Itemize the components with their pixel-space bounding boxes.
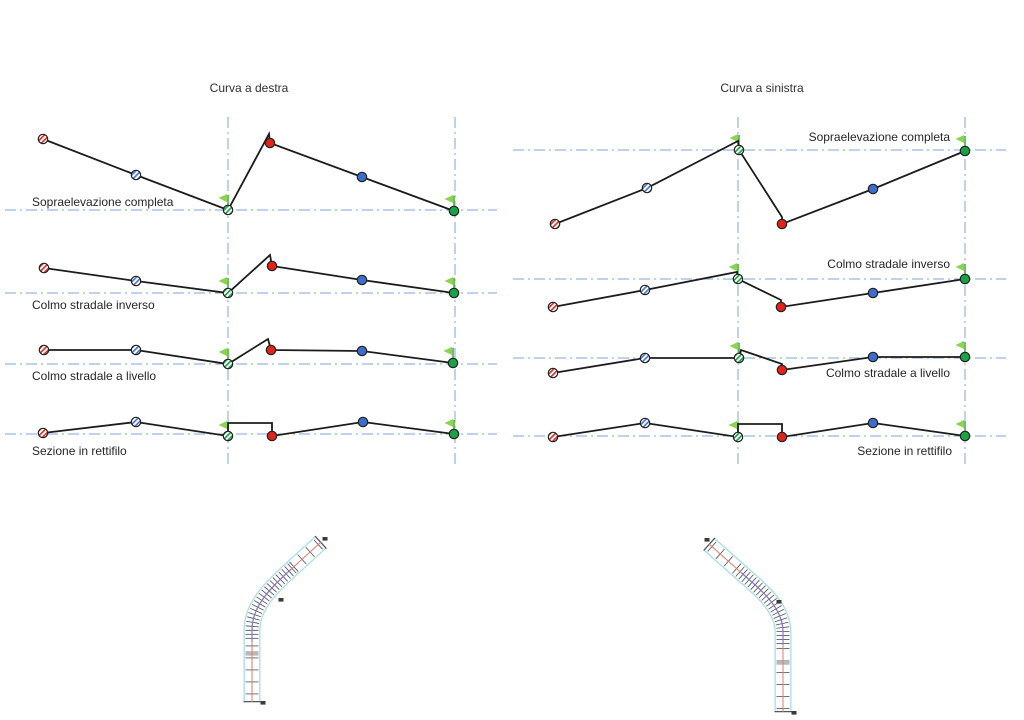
label-sopraelevazione-completa-right: Sopraelevazione completa: [808, 130, 950, 144]
point-marker-green: [448, 205, 460, 217]
point-marker-red: [266, 260, 278, 272]
road-curve-centerline: [251, 569, 291, 643]
point-marker-red-hatched: [37, 427, 49, 439]
road-pavement: [704, 538, 791, 712]
station-label-mark: [776, 600, 782, 604]
point-marker-red: [776, 364, 788, 376]
point-marker-green: [448, 428, 460, 440]
point-marker-red-hatched: [38, 344, 50, 356]
point-marker-red-hatched: [38, 262, 50, 274]
point-marker-red-hatched: [547, 431, 559, 443]
cross-slope-profile-line: [42, 421, 455, 438]
point-marker-green-hatched: [732, 273, 744, 285]
point-marker-red-hatched: [547, 301, 559, 313]
point-marker-blue-hatched: [641, 182, 653, 194]
station-label-mark: [704, 538, 710, 542]
point-marker-red-hatched: [37, 133, 49, 145]
point-marker-green: [959, 351, 971, 363]
road-plan-right: [703, 537, 797, 715]
point-marker-green-hatched: [222, 358, 234, 370]
point-marker-blue-hatched: [130, 169, 142, 181]
cross-slope-profile-line: [554, 139, 966, 226]
station-label-mark: [791, 711, 797, 715]
point-marker-blue: [356, 274, 368, 286]
title-curva-a-destra: Curva a destra: [209, 81, 289, 95]
point-marker-blue-hatched: [130, 416, 142, 428]
point-marker-green: [959, 145, 971, 157]
point-marker-blue: [356, 171, 368, 183]
point-marker-blue: [867, 351, 879, 363]
diagram-curva-a-destra: [5, 117, 497, 468]
station-label-mark: [260, 701, 266, 705]
point-marker-blue: [356, 345, 368, 357]
point-marker-red-hatched: [547, 367, 559, 379]
point-marker-green-hatched: [222, 287, 234, 299]
road-plan-left: [243, 535, 328, 705]
point-marker-red: [776, 218, 788, 230]
label-colmo-stradale-inverso-right: Colmo stradale inverso: [827, 257, 950, 271]
label-sezione-in-rettifilo-left: Sezione in rettifilo: [32, 444, 127, 458]
point-marker-green: [959, 273, 971, 285]
point-marker-green-hatched: [732, 431, 744, 443]
point-marker-blue-hatched: [130, 344, 142, 356]
title-curva-a-sinistra: Curva a sinistra: [720, 81, 804, 95]
point-marker-green: [448, 287, 460, 299]
diagram-curva-a-sinistra: [513, 117, 1006, 468]
point-marker-blue-hatched: [639, 284, 651, 296]
label-sopraelevazione-completa-left: Sopraelevazione completa: [32, 195, 174, 209]
point-marker-red: [265, 344, 277, 356]
road-pavement: [244, 536, 326, 702]
point-marker-blue: [867, 183, 879, 195]
point-marker-red-hatched: [549, 218, 561, 230]
cross-slope-profile-line: [552, 270, 966, 309]
point-marker-green-hatched: [222, 204, 234, 216]
point-marker-blue: [867, 287, 879, 299]
point-marker-blue: [357, 416, 369, 428]
label-sezione-in-rettifilo-right: Sezione in rettifilo: [857, 444, 952, 458]
point-marker-green-hatched: [222, 430, 234, 442]
point-marker-green: [959, 430, 971, 442]
point-marker-red: [266, 430, 278, 442]
label-colmo-stradale-inverso-left: Colmo stradale inverso: [32, 298, 155, 312]
label-colmo-stradale-a-livello-right: Colmo stradale a livello: [825, 366, 950, 380]
point-marker-green-hatched: [733, 144, 745, 156]
point-marker-blue-hatched: [639, 352, 651, 364]
cross-slope-profile-line: [44, 337, 454, 365]
station-label-mark: [278, 598, 284, 602]
point-marker-blue-hatched: [639, 417, 651, 429]
station-label-mark: [322, 537, 328, 541]
point-marker-blue-hatched: [130, 275, 142, 287]
point-marker-red: [775, 301, 787, 313]
cross-slope-profile-line: [43, 253, 455, 294]
point-marker-green-hatched: [733, 352, 745, 364]
point-marker-red: [776, 431, 788, 443]
cross-slope-profile-line: [552, 422, 966, 439]
point-marker-green: [447, 357, 459, 369]
point-marker-blue: [867, 417, 879, 429]
cross-slope-profile-line: [552, 348, 965, 374]
road-curve-centerline: [741, 572, 784, 645]
label-colmo-stradale-a-livello-left: Colmo stradale a livello: [32, 369, 157, 383]
point-marker-red: [264, 137, 276, 149]
